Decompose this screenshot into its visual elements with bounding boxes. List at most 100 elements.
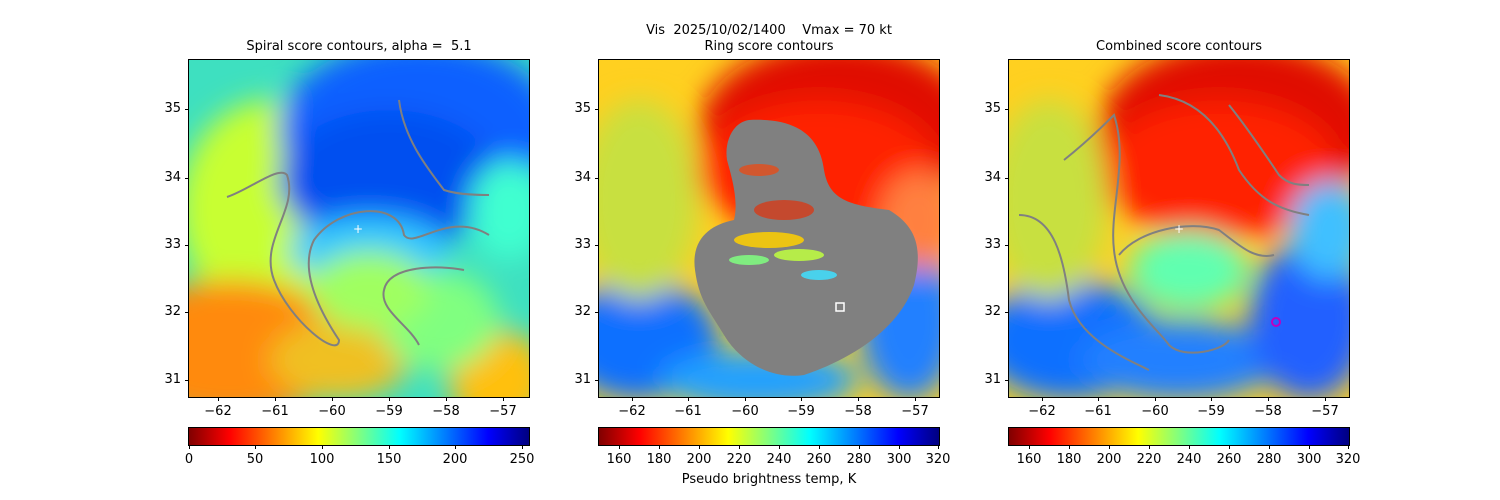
center-marker xyxy=(835,302,845,312)
xtick-mark xyxy=(688,397,689,401)
ytick-label: 31 xyxy=(574,372,591,387)
colorbar-tick-label: 280 xyxy=(1256,452,1282,467)
colorbar-tick-label: 100 xyxy=(309,452,335,467)
colorbar-tick-mark xyxy=(739,445,740,449)
colorbar-tick-label: 180 xyxy=(646,452,672,467)
colorbar-tick-mark xyxy=(1109,445,1110,449)
xtick-mark xyxy=(858,397,859,401)
spiral-center-marker: + xyxy=(1174,222,1184,236)
xtick-mark xyxy=(632,397,633,401)
ring-score-mask xyxy=(694,119,918,376)
xtick-mark xyxy=(446,397,447,401)
panel-title: Spiral score contours, alpha = 5.1 xyxy=(246,39,472,54)
colorbar-tick-label: 200 xyxy=(686,452,712,467)
satellite-image-ring xyxy=(599,60,939,397)
xtick-label: −57 xyxy=(1311,404,1339,419)
ytick-mark xyxy=(595,312,599,313)
ytick-label: 34 xyxy=(164,170,181,185)
xtick-mark xyxy=(1098,397,1099,401)
ytick-mark xyxy=(1005,109,1009,110)
plot-area: + xyxy=(1008,59,1350,398)
xtick-mark xyxy=(915,397,916,401)
xtick-label: −62 xyxy=(618,404,646,419)
colorbar-tick-label: 260 xyxy=(1216,452,1242,467)
colorbar-tick-mark xyxy=(322,445,323,449)
colorbar-tick-label: 200 xyxy=(1096,452,1122,467)
colorbar-tick-mark xyxy=(522,445,523,449)
colorbar-tick-mark xyxy=(1269,445,1270,449)
colorbar-tick-mark xyxy=(255,445,256,449)
ytick-label: 35 xyxy=(164,101,181,116)
colorbar-tick-mark xyxy=(1029,445,1030,449)
xtick-mark xyxy=(332,397,333,401)
panel-spiral: Spiral score contours, alpha = 5.1 xyxy=(164,0,534,500)
xtick-mark xyxy=(1211,397,1212,401)
ytick-label: 31 xyxy=(164,372,181,387)
xtick-mark xyxy=(1325,397,1326,401)
colorbar-tick-mark xyxy=(1069,445,1070,449)
xtick-mark xyxy=(503,397,504,401)
xtick-mark xyxy=(1268,397,1269,401)
plot-area xyxy=(598,59,940,398)
colorbar-tick-mark xyxy=(389,445,390,449)
panel-title: Ring score contours xyxy=(704,39,834,54)
xtick-mark xyxy=(1042,397,1043,401)
colorbar-tick-mark xyxy=(1149,445,1150,449)
ytick-label: 33 xyxy=(164,237,181,252)
xtick-label: −60 xyxy=(731,404,759,419)
xtick-label: −59 xyxy=(375,404,403,419)
colorbar-tick-mark xyxy=(455,445,456,449)
colorbar-tick-label: 180 xyxy=(1056,452,1082,467)
xtick-label: −60 xyxy=(318,404,346,419)
xtick-label: −59 xyxy=(787,404,815,419)
ytick-mark xyxy=(595,245,599,246)
ytick-label: 34 xyxy=(574,170,591,185)
xtick-mark xyxy=(801,397,802,401)
ytick-label: 32 xyxy=(574,304,591,319)
colorbar-tick-mark xyxy=(779,445,780,449)
contour-lines xyxy=(226,99,490,347)
colorbar-label: Pseudo brightness temp, K xyxy=(681,472,857,487)
colorbar-tick-label: 0 xyxy=(184,452,194,467)
colorbar-tick-label: 160 xyxy=(1016,452,1042,467)
panel-title: Combined score contours xyxy=(1096,39,1262,54)
xtick-label: −59 xyxy=(1197,404,1225,419)
ytick-mark xyxy=(185,380,189,381)
xtick-label: −60 xyxy=(1141,404,1169,419)
ytick-mark xyxy=(595,109,599,110)
colorbar-tick-label: 220 xyxy=(1136,452,1162,467)
colorbar-tick-mark xyxy=(859,445,860,449)
xtick-label: −62 xyxy=(1028,404,1056,419)
colorbar-tick-mark xyxy=(819,445,820,449)
xtick-label: −61 xyxy=(261,404,289,419)
colorbar xyxy=(1008,427,1350,446)
xtick-label: −61 xyxy=(674,404,702,419)
ytick-mark xyxy=(185,178,189,179)
ytick-mark xyxy=(185,245,189,246)
colorbar-tick-label: 300 xyxy=(1296,452,1322,467)
xtick-label: −62 xyxy=(204,404,232,419)
xtick-mark xyxy=(1155,397,1156,401)
colorbar-tick-label: 200 xyxy=(442,452,468,467)
colorbar-tick-mark xyxy=(1229,445,1230,449)
colorbar-tick-mark xyxy=(1348,445,1349,449)
colorbar-tick-label: 280 xyxy=(846,452,872,467)
ytick-label: 35 xyxy=(574,101,591,116)
colorbar-tick-label: 220 xyxy=(726,452,752,467)
satellite-image-combined: + xyxy=(1009,60,1349,397)
ytick-label: 32 xyxy=(164,304,181,319)
plot-area: + xyxy=(188,59,530,398)
ytick-mark xyxy=(595,178,599,179)
ytick-mark xyxy=(595,380,599,381)
center-marker xyxy=(1271,317,1281,327)
xtick-label: −57 xyxy=(489,404,517,419)
figure-suptitle: Vis 2025/10/02/1400 Vmax = 70 kt xyxy=(646,23,892,38)
colorbar-tick-mark xyxy=(659,445,660,449)
colorbar-tick-mark xyxy=(699,445,700,449)
colorbar-tick-label: 160 xyxy=(606,452,632,467)
xtick-mark xyxy=(275,397,276,401)
colorbar-tick-label: 320 xyxy=(925,452,951,467)
ytick-mark xyxy=(1005,312,1009,313)
center-marker: + xyxy=(353,222,363,236)
ytick-mark xyxy=(185,109,189,110)
